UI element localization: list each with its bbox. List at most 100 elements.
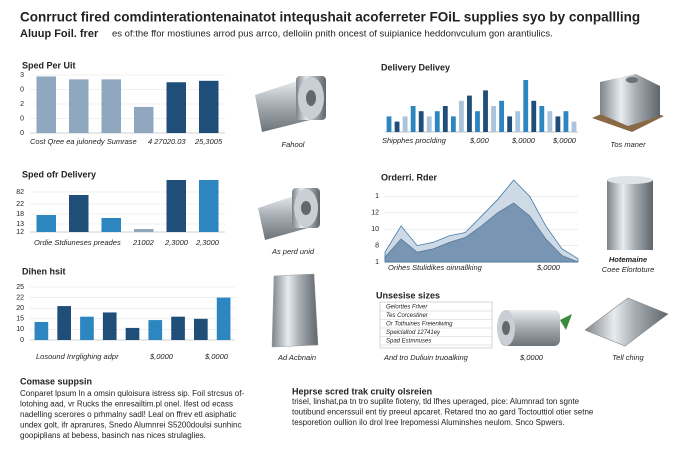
bar — [216, 297, 231, 340]
note-line: undex golt, ifr aprarures, Snedo Alumnre… — [20, 421, 241, 430]
bar — [426, 116, 432, 132]
bar — [80, 316, 94, 340]
caption: $,0000 — [519, 353, 544, 362]
bar — [199, 80, 219, 133]
bar — [69, 195, 89, 232]
image-caption: As perd unid — [271, 247, 315, 256]
note-line: toutibund encerssuil ent tiy preeul apca… — [292, 408, 594, 417]
caption: $,0000 — [204, 352, 229, 361]
caption: $,0000 — [536, 263, 561, 272]
note-line: lotohing aad, vr Rucks the enresailtim.p… — [20, 400, 233, 409]
caption: $,0000 — [149, 352, 174, 361]
y-tick-label: 10 — [371, 226, 379, 233]
foil-roll-3 — [497, 310, 572, 346]
bar — [475, 111, 480, 132]
bar — [102, 312, 117, 340]
bar — [515, 111, 521, 132]
caption: $,000 — [469, 136, 490, 145]
bar — [166, 82, 186, 133]
bar — [125, 327, 140, 340]
bar — [571, 121, 577, 132]
y-tick-label: 12 — [16, 229, 24, 236]
caption: Cost Qree ea julonedy Sumrase — [30, 137, 137, 146]
bar — [69, 79, 89, 133]
y-tick-label: 0 — [20, 337, 24, 344]
subtitle: Aluup Foil. frer — [20, 28, 99, 40]
area — [384, 202, 579, 263]
caption: Losound Inrglighing adpr — [36, 352, 119, 361]
y-tick-label: 0 — [20, 115, 24, 122]
y-tick-label: 13 — [16, 221, 24, 228]
caption: Shipphes proclding — [382, 136, 447, 145]
bar — [171, 316, 185, 340]
foil-block — [592, 74, 664, 132]
bar — [418, 111, 424, 132]
chart-title: Orderri. Rder — [381, 172, 438, 182]
bar — [101, 218, 121, 232]
bar — [491, 106, 496, 132]
bar — [148, 320, 163, 340]
image-caption: Fahool — [282, 140, 305, 149]
foil-sheet — [584, 297, 669, 347]
bar — [547, 111, 553, 132]
caption: 4 27020.03 — [148, 137, 186, 146]
bar — [386, 116, 392, 132]
table-row: Tes Corcestiner — [386, 313, 429, 319]
bar — [194, 318, 208, 340]
note-title: Comase suppsin — [20, 376, 92, 386]
bar — [199, 180, 219, 232]
page-title: Conrruct fired comdinterationtenainatot … — [20, 10, 640, 25]
note-line: Conparet lpsum ln a omsin quloisura istr… — [20, 389, 244, 398]
bar — [134, 106, 154, 133]
foil-bag — [271, 273, 319, 348]
bar — [34, 321, 49, 340]
bar — [394, 121, 400, 132]
bar — [523, 80, 529, 132]
bar — [467, 95, 472, 132]
bar — [36, 76, 56, 133]
caption: Orihes Stulidikes oinnallking — [388, 263, 483, 272]
chart-title: Sped ofr Delivery — [22, 169, 96, 179]
y-tick-label: 15 — [16, 316, 24, 323]
y-tick-label: 1 — [375, 259, 379, 266]
y-tick-label: 20 — [16, 305, 24, 312]
bar — [507, 116, 513, 132]
foil-roll-2 — [258, 188, 320, 240]
note-line: goopiplians at bebess, basinch nas nices… — [20, 431, 206, 440]
foil-roll-1 — [255, 76, 326, 132]
image-caption: Tos maner — [610, 140, 646, 149]
note-title: Heprse scred trak cruity olsreien — [292, 386, 432, 396]
caption: 2,3000 — [164, 238, 189, 247]
y-tick-label: 18 — [16, 211, 24, 218]
bar — [134, 229, 154, 232]
note-line: tesporetion oullion ilo drol lree lrepom… — [292, 418, 565, 427]
y-tick-label: 10 — [16, 326, 24, 333]
bar — [458, 100, 464, 132]
bar — [442, 106, 448, 132]
bar — [57, 306, 71, 340]
y-tick-label: 8 — [375, 242, 379, 249]
caption: And tro Duliuin truoalking — [383, 353, 469, 362]
caption: 21002 — [132, 238, 155, 247]
caption: 25,3005 — [194, 137, 223, 146]
table-row: Speiclaltod 12741ey — [386, 330, 441, 336]
chart-title: Delivery Delivey — [381, 62, 450, 72]
chart-title: Sped Per Uit — [22, 60, 76, 70]
y-tick-label: 1 — [375, 193, 379, 200]
bar — [450, 116, 456, 132]
bar — [36, 215, 56, 232]
table-frame — [379, 301, 493, 349]
y-tick-label: 3 — [20, 72, 24, 79]
caption: 2,3000 — [195, 238, 220, 247]
bar — [531, 100, 537, 132]
bar — [499, 100, 505, 132]
subtitle-text: es of:the ffor mostiunes arrod pus arrco… — [112, 29, 553, 40]
note-line: trisel, linshat,pa tn tro suplite fioten… — [292, 397, 580, 406]
image-caption: Coee Elortoture — [602, 265, 655, 274]
bar — [539, 106, 545, 132]
bar — [402, 116, 408, 132]
caption: $,0000 — [552, 136, 577, 145]
y-tick-label: 0 — [20, 86, 24, 93]
table-row: Spad Estmnuses — [386, 339, 431, 345]
